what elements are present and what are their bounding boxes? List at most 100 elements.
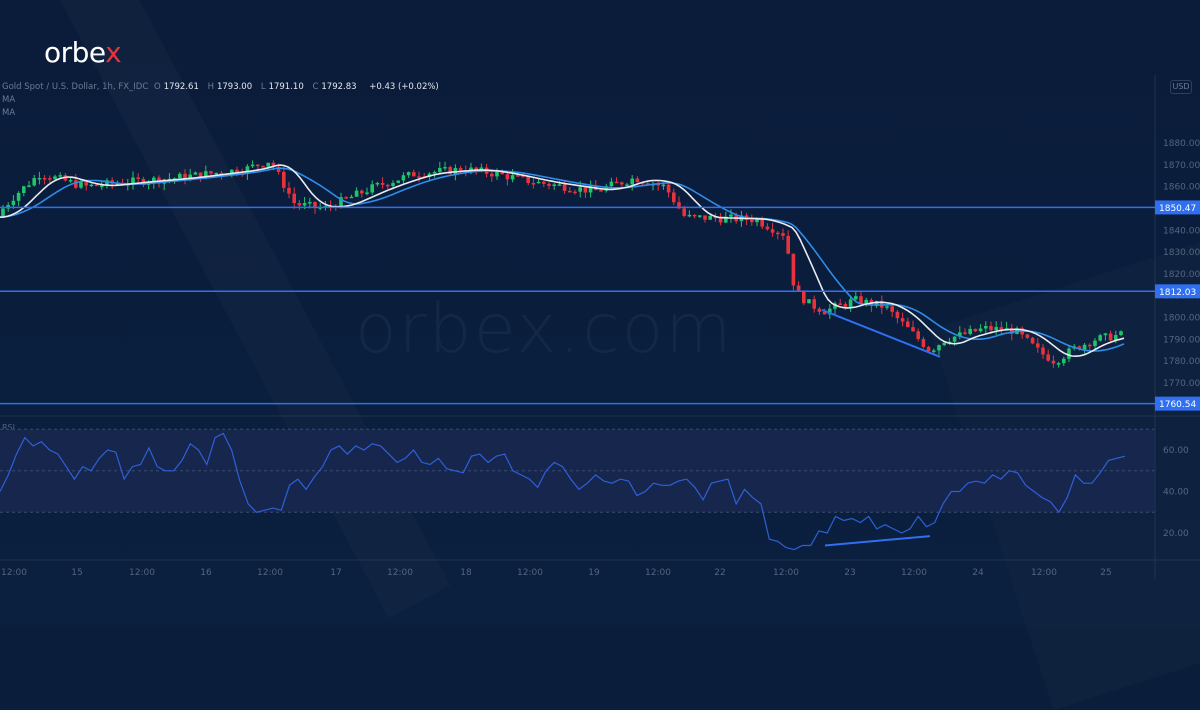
price-chart[interactable]: 1880.001870.001860.001850.001840.001830.…	[0, 0, 1200, 627]
candle-body	[479, 167, 484, 171]
ma-fast-line	[0, 164, 1125, 358]
candle-body	[375, 182, 380, 185]
candle-body	[193, 172, 198, 175]
price-trendline[interactable]	[821, 308, 941, 358]
time-tick-label: 12:00	[901, 568, 927, 578]
currency-badge[interactable]: USD	[1170, 80, 1192, 94]
candle-body	[770, 229, 775, 233]
logo-text: orbe	[44, 36, 106, 69]
candle-body	[495, 171, 499, 177]
candle-body	[900, 318, 905, 322]
indicator-ma-1[interactable]: MA	[2, 95, 16, 105]
candle-body	[895, 311, 900, 319]
open-value: 1792.61	[163, 82, 199, 92]
price-tick-label: 1770.00	[1163, 379, 1200, 389]
indicator-ma-2[interactable]: MA	[2, 108, 16, 118]
candle-body	[859, 296, 863, 305]
candle-body	[58, 175, 62, 177]
candle-body	[625, 184, 629, 186]
rsi-trendline[interactable]	[824, 535, 931, 547]
candle-body	[443, 167, 447, 169]
price-level-tag[interactable]	[1155, 284, 1200, 299]
candle-body	[729, 214, 733, 217]
candle-body	[822, 311, 827, 315]
candle-body	[22, 186, 26, 194]
ohlc-row: Gold Spot / U.S. Dollar, 1h, FX_IDC O 179…	[2, 82, 439, 92]
price-tick-label: 1780.00	[1163, 357, 1200, 367]
candle-body	[500, 171, 504, 175]
candle-body	[968, 328, 972, 334]
time-tick-label: 25	[1100, 568, 1111, 578]
time-tick-label: 12:00	[129, 568, 155, 578]
time-tick-label: 12:00	[1031, 568, 1057, 578]
candle-body	[308, 201, 312, 204]
rsi-tick-label: 60.00	[1163, 446, 1189, 456]
price-level-tag[interactable]	[1155, 200, 1200, 215]
candle-body	[760, 219, 764, 227]
candle-body	[630, 178, 634, 185]
time-tick-label: 15	[71, 568, 82, 578]
candle-body	[1098, 335, 1102, 341]
candle-body	[672, 192, 676, 203]
candle-body	[287, 187, 291, 194]
candle-body	[261, 165, 265, 168]
price-tick-label: 1820.00	[1163, 270, 1200, 280]
candle-body	[978, 328, 983, 332]
candle-body	[703, 215, 707, 220]
chart-legend: Gold Spot / U.S. Dollar, 1h, FX_IDC O 179…	[2, 81, 442, 120]
candle-body	[84, 182, 88, 186]
price-level-tag-label: 1760.54	[1159, 400, 1196, 410]
low-value: 1791.10	[268, 82, 304, 92]
time-tick-label: 18	[460, 568, 472, 578]
candle-body	[209, 171, 213, 174]
candle-body	[115, 183, 120, 186]
candle-body	[68, 180, 73, 182]
price-tick-label: 1860.00	[1163, 183, 1200, 193]
candle-body	[562, 184, 567, 191]
candle-body	[568, 190, 572, 193]
candle-body	[458, 168, 463, 172]
candle-body	[833, 303, 837, 309]
candle-body	[412, 172, 416, 177]
candle-body	[557, 184, 562, 186]
candle-body	[1088, 344, 1092, 347]
candle-body	[292, 193, 296, 204]
price-tick-label: 1790.00	[1163, 335, 1200, 345]
watermark: orbex.com	[355, 290, 734, 369]
logo-accent: x	[105, 36, 122, 69]
candle-body	[136, 177, 140, 179]
time-tick-label: 22	[714, 568, 725, 578]
candle-body	[609, 181, 614, 187]
candle-body	[360, 190, 364, 194]
time-tick-label: 16	[200, 568, 212, 578]
candle-body	[1114, 335, 1118, 341]
candle-body	[864, 299, 868, 305]
candle-body	[614, 181, 619, 184]
candle-body	[1041, 347, 1045, 355]
price-tick-label: 1830.00	[1163, 248, 1200, 258]
candle-body	[401, 175, 406, 181]
candle-body	[354, 190, 359, 197]
time-tick-label: 19	[588, 568, 600, 578]
candle-body	[1010, 328, 1014, 334]
candle-body	[183, 173, 187, 180]
candle-body	[219, 172, 224, 175]
candle-body	[994, 327, 998, 331]
rsi-tick-label: 20.00	[1163, 529, 1189, 539]
candle-body	[48, 178, 52, 180]
candle-body	[1030, 337, 1035, 344]
candle-body	[521, 175, 525, 177]
candle-body	[687, 214, 692, 217]
candle-body	[666, 184, 671, 193]
candle-body	[926, 346, 931, 352]
price-tick-label: 1870.00	[1163, 161, 1200, 171]
candle-body	[1103, 333, 1108, 336]
candle-body	[588, 186, 593, 193]
price-level-tag[interactable]	[1155, 396, 1200, 411]
candle-body	[843, 304, 848, 307]
candle-body	[302, 202, 307, 206]
candle-body	[79, 182, 83, 188]
rsi-tick-label: 40.00	[1163, 488, 1189, 498]
candle-body	[105, 180, 109, 186]
rsi-label[interactable]: RSI	[2, 423, 15, 432]
